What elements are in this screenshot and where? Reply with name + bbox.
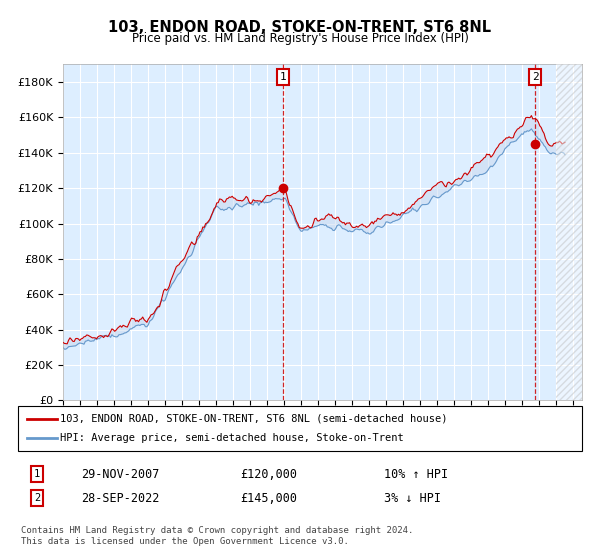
- Text: 3% ↓ HPI: 3% ↓ HPI: [384, 492, 441, 505]
- Text: HPI: Average price, semi-detached house, Stoke-on-Trent: HPI: Average price, semi-detached house,…: [60, 433, 404, 444]
- Text: 29-NOV-2007: 29-NOV-2007: [81, 468, 160, 481]
- Text: 103, ENDON ROAD, STOKE-ON-TRENT, ST6 8NL (semi-detached house): 103, ENDON ROAD, STOKE-ON-TRENT, ST6 8NL…: [60, 413, 448, 423]
- Text: 28-SEP-2022: 28-SEP-2022: [81, 492, 160, 505]
- Text: £145,000: £145,000: [240, 492, 297, 505]
- Text: £120,000: £120,000: [240, 468, 297, 481]
- Text: 1: 1: [34, 469, 40, 479]
- Text: 2: 2: [34, 493, 40, 503]
- Text: Contains HM Land Registry data © Crown copyright and database right 2024.
This d: Contains HM Land Registry data © Crown c…: [21, 526, 413, 546]
- Text: Price paid vs. HM Land Registry's House Price Index (HPI): Price paid vs. HM Land Registry's House …: [131, 32, 469, 45]
- Text: 1: 1: [280, 72, 286, 82]
- Text: 103, ENDON ROAD, STOKE-ON-TRENT, ST6 8NL: 103, ENDON ROAD, STOKE-ON-TRENT, ST6 8NL: [109, 20, 491, 35]
- Text: 10% ↑ HPI: 10% ↑ HPI: [384, 468, 448, 481]
- Text: 2: 2: [532, 72, 538, 82]
